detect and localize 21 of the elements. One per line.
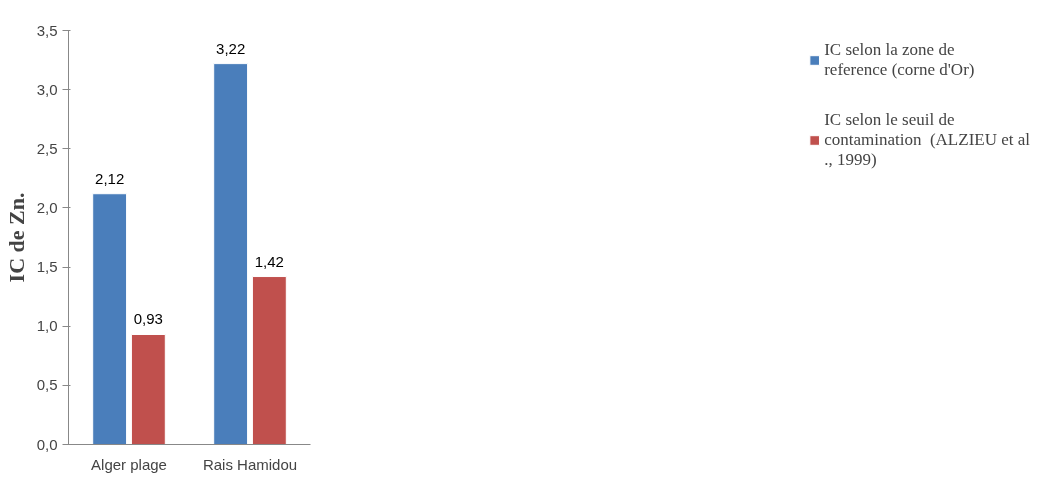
y-tick-label: 0,5 [36,376,58,394]
data-label: 2,12 [95,169,125,187]
data-label: 3,22 [216,39,246,57]
y-tick-label: 2,5 [36,139,58,157]
y-tick-label: 3,5 [36,21,58,39]
y-tick-label: 1,0 [36,317,58,335]
legend-label: IC selon la zone de reference (corne d'Or) [824,40,975,80]
y-tick-label: 2,0 [36,198,58,216]
bar [130,333,166,445]
bar [251,276,287,445]
bar [92,193,128,445]
data-label: 0,93 [133,310,163,328]
x-tick-label: Alger plage [91,455,167,473]
y-tick-label: 1,5 [36,258,58,276]
y-axis-title: IC de Zn. [3,192,29,283]
legend-label: IC selon le seuil de contamination (ALZIEU et al ., 1999) [824,110,1030,170]
y-tick-label: 0,0 [36,435,58,453]
bar [213,63,249,445]
x-tick-label: Rais Hamidou [202,455,298,473]
data-label: 1,42 [254,252,284,270]
y-tick-label: 3,0 [36,80,58,98]
